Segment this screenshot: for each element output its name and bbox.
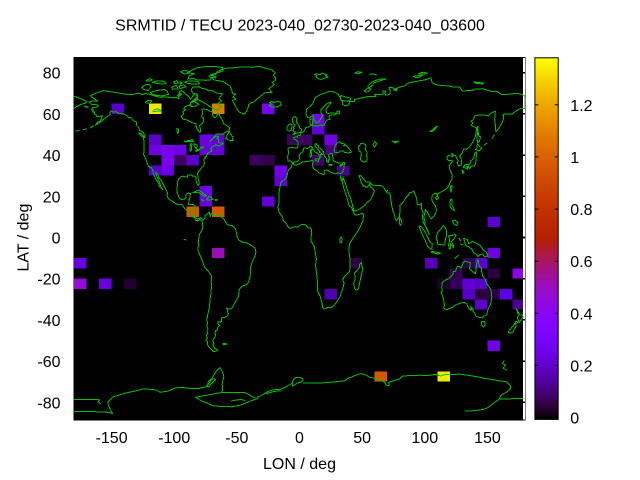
- svg-text:0: 0: [570, 411, 579, 428]
- svg-text:0.4: 0.4: [570, 306, 592, 323]
- svg-text:LON / deg: LON / deg: [263, 456, 336, 473]
- svg-text:80: 80: [43, 66, 61, 83]
- svg-text:20: 20: [43, 189, 61, 206]
- svg-text:0: 0: [295, 430, 304, 447]
- svg-text:1.2: 1.2: [570, 98, 592, 115]
- svg-text:-40: -40: [37, 313, 60, 330]
- svg-text:40: 40: [43, 148, 61, 165]
- svg-text:-100: -100: [158, 430, 190, 447]
- svg-text:0.8: 0.8: [570, 202, 592, 219]
- svg-text:150: 150: [474, 430, 501, 447]
- svg-text:-50: -50: [225, 430, 248, 447]
- svg-text:0.6: 0.6: [570, 254, 592, 271]
- svg-text:100: 100: [411, 430, 438, 447]
- svg-text:-60: -60: [37, 354, 60, 371]
- svg-text:-150: -150: [96, 430, 128, 447]
- svg-text:0: 0: [52, 230, 61, 247]
- svg-text:0.2: 0.2: [570, 358, 592, 375]
- svg-text:60: 60: [43, 107, 61, 124]
- svg-text:-80: -80: [37, 395, 60, 412]
- svg-text:1: 1: [570, 150, 579, 167]
- svg-text:50: 50: [353, 430, 371, 447]
- svg-text:SRMTID / TECU 2023-040_02730-2: SRMTID / TECU 2023-040_02730-2023-040_03…: [115, 18, 485, 35]
- svg-text:-20: -20: [37, 272, 60, 289]
- svg-text:LAT / deg: LAT / deg: [15, 204, 32, 272]
